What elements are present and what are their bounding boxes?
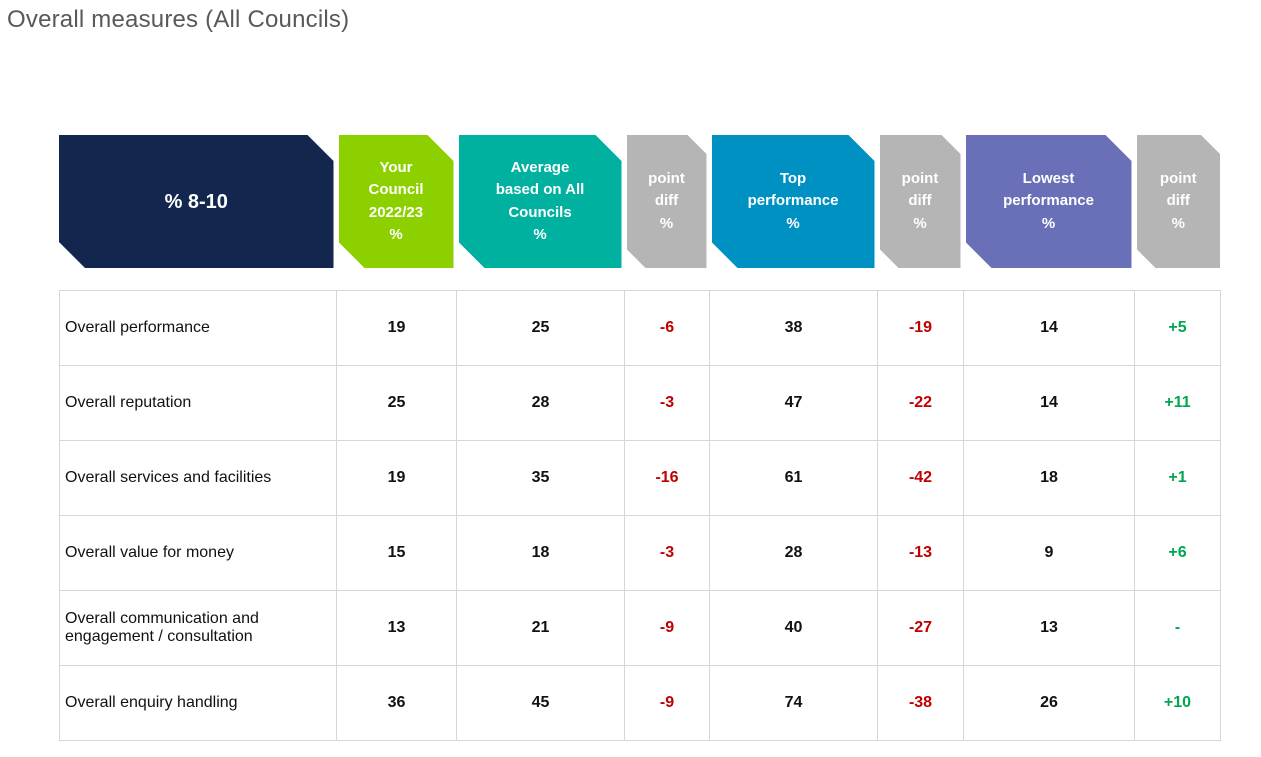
top-performance-value: 47 [709, 365, 878, 441]
diff-vs-average: -9 [624, 665, 710, 741]
table-row: Overall performance 19 25 -6 38 -19 14 +… [59, 290, 1221, 366]
diff-vs-top: -22 [877, 365, 964, 441]
lowest-performance-value: 26 [963, 665, 1135, 741]
top-performance-value: 38 [709, 290, 878, 366]
diff-vs-average: -3 [624, 365, 710, 441]
lowest-performance-value: 14 [963, 290, 1135, 366]
average-value: 28 [456, 365, 625, 441]
top-performance-value: 40 [709, 590, 878, 666]
top-performance-value: 74 [709, 665, 878, 741]
diff-vs-top: -19 [877, 290, 964, 366]
average-value: 25 [456, 290, 625, 366]
header-your-council: Your Council 2022/23 % [339, 135, 454, 268]
row-label: Overall reputation [59, 365, 337, 441]
average-value: 18 [456, 515, 625, 591]
table-row: Overall reputation 25 28 -3 47 -22 14 +1… [59, 365, 1221, 441]
your-council-value: 19 [336, 440, 457, 516]
diff-vs-top: -13 [877, 515, 964, 591]
your-council-value: 25 [336, 365, 457, 441]
table-row: Overall enquiry handling 36 45 -9 74 -38… [59, 665, 1221, 741]
lowest-performance-value: 18 [963, 440, 1135, 516]
lowest-performance-value: 9 [963, 515, 1135, 591]
header-average-all-councils: Average based on All Councils % [459, 135, 622, 268]
row-label: Overall value for money [59, 515, 337, 591]
row-label: Overall performance [59, 290, 337, 366]
table-row: Overall communication and engagement / c… [59, 590, 1221, 666]
diff-vs-top: -38 [877, 665, 964, 741]
header-point-diff-top: point diff % [880, 135, 961, 268]
measures-table: Overall performance 19 25 -6 38 -19 14 +… [59, 290, 1221, 741]
row-label: Overall services and facilities [59, 440, 337, 516]
lowest-performance-value: 13 [963, 590, 1135, 666]
diff-vs-average: -6 [624, 290, 710, 366]
your-council-value: 13 [336, 590, 457, 666]
lowest-performance-value: 14 [963, 365, 1135, 441]
header-top-performance: Top performance % [712, 135, 875, 268]
diff-vs-lowest: +6 [1134, 515, 1221, 591]
page-title: Overall measures (All Councils) [7, 6, 350, 33]
table-row: Overall value for money 15 18 -3 28 -13 … [59, 515, 1221, 591]
table-header-row: % 8-10 Your Council 2022/23 % Average ba… [59, 135, 1220, 268]
diff-vs-lowest: +5 [1134, 290, 1221, 366]
diff-vs-top: -27 [877, 590, 964, 666]
top-performance-value: 61 [709, 440, 878, 516]
diff-vs-average: -16 [624, 440, 710, 516]
row-label: Overall enquiry handling [59, 665, 337, 741]
average-value: 35 [456, 440, 625, 516]
diff-vs-lowest: +1 [1134, 440, 1221, 516]
header-point-diff-average: point diff % [627, 135, 707, 268]
your-council-value: 36 [336, 665, 457, 741]
top-performance-value: 28 [709, 515, 878, 591]
diff-vs-lowest: - [1134, 590, 1221, 666]
your-council-value: 19 [336, 290, 457, 366]
diff-vs-lowest: +11 [1134, 365, 1221, 441]
average-value: 21 [456, 590, 625, 666]
table-row: Overall services and facilities 19 35 -1… [59, 440, 1221, 516]
row-label: Overall communication and engagement / c… [59, 590, 337, 666]
diff-vs-lowest: +10 [1134, 665, 1221, 741]
diff-vs-top: -42 [877, 440, 964, 516]
your-council-value: 15 [336, 515, 457, 591]
header-measure: % 8-10 [59, 135, 334, 268]
diff-vs-average: -3 [624, 515, 710, 591]
header-lowest-performance: Lowest performance % [966, 135, 1132, 268]
average-value: 45 [456, 665, 625, 741]
header-point-diff-lowest: point diff % [1137, 135, 1221, 268]
diff-vs-average: -9 [624, 590, 710, 666]
